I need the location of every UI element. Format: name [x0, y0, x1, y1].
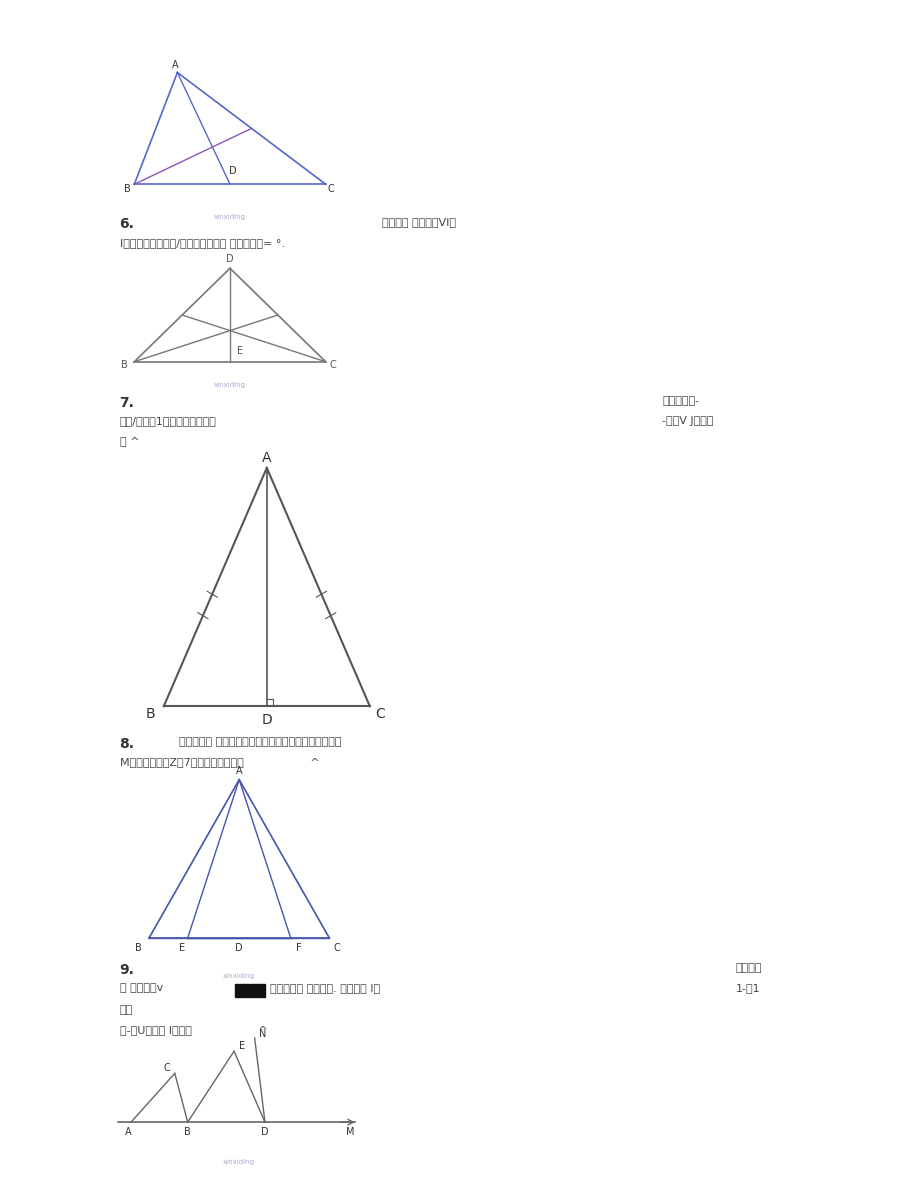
- Text: D: D: [226, 254, 233, 265]
- Text: I的平分线，交于点/，如果上卫垂直 平分，那么= °.: I的平分线，交于点/，如果上卫垂直 平分，那么= °.: [119, 238, 284, 248]
- Text: D: D: [261, 1128, 268, 1137]
- Text: C: C: [334, 943, 340, 954]
- Text: 中，/八二，1为三叮中点，：，: 中，/八二，1为三叮中点，：，: [119, 416, 216, 426]
- Text: xinxiding: xinxiding: [223, 1160, 255, 1166]
- Text: F: F: [295, 943, 301, 954]
- Text: B: B: [184, 1128, 191, 1137]
- Text: B: B: [146, 707, 155, 721]
- Text: D: D: [228, 167, 236, 176]
- Text: A: A: [235, 766, 243, 776]
- Text: 6.: 6.: [119, 217, 134, 231]
- Text: B: B: [121, 360, 128, 370]
- Text: 如图，在 八兔中，VI，: 如图，在 八兔中，VI，: [381, 217, 455, 226]
- Text: ：上，点二 耳在射线. ：上，且 I：: ：上，点二 耳在射线. ：上，且 I：: [269, 983, 380, 993]
- Text: M: M: [346, 1128, 354, 1137]
- Text: 9.: 9.: [119, 963, 134, 977]
- Text: M用日，交于点Z，7，则王卫的长度为                   ^: M用日，交于点Z，7，则王卫的长度为 ^: [119, 757, 319, 766]
- Text: C: C: [327, 184, 334, 194]
- Text: 知-二U站，则 I的度数                   ^: 知-二U站，则 I的度数 ^: [119, 1025, 267, 1035]
- Text: -，贝V J的度数: -，贝V J的度数: [662, 416, 713, 426]
- Text: E: E: [236, 346, 243, 356]
- Text: E: E: [238, 1041, 244, 1051]
- Text: A: A: [172, 60, 178, 69]
- Text: xinxiding: xinxiding: [223, 973, 255, 979]
- Text: 如图，点: 如图，点: [735, 963, 762, 973]
- Text: 7.: 7.: [119, 396, 134, 410]
- Text: D: D: [235, 943, 243, 954]
- Text: B: B: [124, 184, 130, 194]
- Text: xinxiding: xinxiding: [214, 215, 245, 221]
- Text: N: N: [258, 1029, 266, 1038]
- Text: 如图，在一-: 如图，在一-: [662, 396, 698, 405]
- Text: D: D: [261, 713, 272, 727]
- Text: E: E: [179, 943, 186, 954]
- Text: 8.: 8.: [119, 737, 134, 751]
- Text: ，已: ，已: [119, 1005, 132, 1014]
- Text: A: A: [262, 451, 271, 465]
- Text: A: A: [125, 1128, 131, 1137]
- Text: C: C: [375, 707, 384, 721]
- Bar: [234, 985, 249, 997]
- Text: xinxiding: xinxiding: [214, 383, 245, 389]
- Bar: [250, 985, 265, 997]
- Text: 1-：1: 1-：1: [735, 983, 760, 993]
- Text: 如图，等边 八三应的边长为，角平分线交于点，过点作: 如图，等边 八三应的边长为，角平分线交于点，过点作: [179, 737, 342, 746]
- Text: C: C: [164, 1063, 170, 1073]
- Text: B: B: [135, 943, 142, 954]
- Text: 为 ^: 为 ^: [119, 436, 139, 446]
- Text: 齐 二在射线v: 齐 二在射线v: [119, 983, 163, 993]
- Text: C: C: [329, 360, 335, 370]
